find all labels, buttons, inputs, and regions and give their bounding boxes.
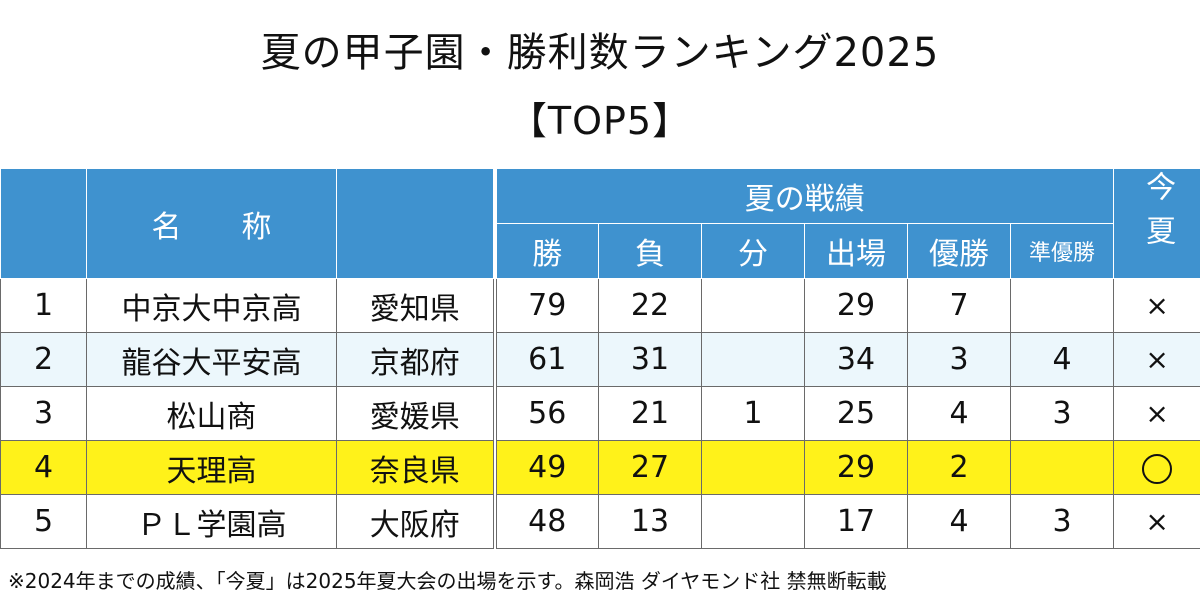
this-summer-cell [1113, 440, 1200, 495]
rank-cell: 2 [0, 332, 87, 387]
ranking-table: 名称 夏の戦績 今夏 勝 負 分 出場 優勝 準優勝 1 中京大中京高 愛知県 … [0, 168, 1200, 549]
loss-header: 負 [598, 223, 702, 279]
table-row: 5 ＰＬ学園高 大阪府 48 13 17 4 3 × [0, 494, 1200, 549]
draw-cell [701, 332, 805, 387]
this-summer-header-text: 今夏 [1140, 170, 1176, 259]
rank-cell: 3 [0, 386, 87, 441]
win-cell: 61 [492, 332, 599, 387]
table-row-highlighted: 4 天理高 奈良県 49 27 29 2 [0, 440, 1200, 495]
pref-cell: 京都府 [336, 332, 495, 387]
loss-cell: 22 [598, 278, 702, 333]
loss-cell: 13 [598, 494, 702, 549]
footnote: ※2024年までの成績、「今夏」は2025年夏大会の出場を示す。森岡浩 ダイヤモ… [8, 569, 887, 593]
school-cell: 龍谷大平安高 [86, 332, 337, 387]
pref-cell: 愛知県 [336, 278, 495, 333]
runner-up-cell: 3 [1009, 386, 1115, 441]
school-cell: ＰＬ学園高 [86, 494, 337, 549]
circle-mark-icon [1142, 454, 1173, 484]
appearance-cell: 29 [804, 440, 908, 495]
runner-up-cell [1009, 278, 1115, 333]
page-title: 夏の甲子園・勝利数ランキング2025 [260, 30, 940, 76]
rank-header [0, 168, 87, 279]
this-summer-header: 今夏 [1113, 168, 1200, 279]
rank-cell: 4 [0, 440, 87, 495]
school-cell: 中京大中京高 [86, 278, 337, 333]
pref-header [336, 168, 495, 279]
win-cell: 48 [492, 494, 599, 549]
draw-cell [701, 494, 805, 549]
runner-up-cell: 4 [1009, 332, 1115, 387]
rank-cell: 5 [0, 494, 87, 549]
this-summer-cell: × [1113, 386, 1200, 441]
table-row: 3 松山商 愛媛県 56 21 1 25 4 3 × [0, 386, 1200, 441]
name-header: 名称 [86, 168, 337, 279]
appearance-cell: 17 [804, 494, 908, 549]
champion-cell: 7 [907, 278, 1011, 333]
this-summer-cell: × [1113, 278, 1200, 333]
summer-record-header: 夏の戦績 [492, 168, 1115, 224]
this-summer-cell: × [1113, 332, 1200, 387]
win-cell: 49 [492, 440, 599, 495]
table-row: 1 中京大中京高 愛知県 79 22 29 7 × [0, 278, 1200, 333]
runner-up-header: 準優勝 [1009, 223, 1115, 279]
rank-cell: 1 [0, 278, 87, 333]
table-row: 2 龍谷大平安高 京都府 61 31 34 3 4 × [0, 332, 1200, 387]
draw-cell: 1 [701, 386, 805, 441]
pref-cell: 奈良県 [336, 440, 495, 495]
school-cell: 松山商 [86, 386, 337, 441]
win-cell: 79 [492, 278, 599, 333]
champion-cell: 3 [907, 332, 1011, 387]
champion-cell: 2 [907, 440, 1011, 495]
win-header: 勝 [492, 223, 599, 279]
appearance-cell: 29 [804, 278, 908, 333]
champion-header: 優勝 [907, 223, 1011, 279]
champion-cell: 4 [907, 494, 1011, 549]
appearance-cell: 34 [804, 332, 908, 387]
runner-up-cell [1009, 440, 1115, 495]
champion-cell: 4 [907, 386, 1011, 441]
pref-cell: 愛媛県 [336, 386, 495, 441]
draw-cell [701, 278, 805, 333]
runner-up-cell: 3 [1009, 494, 1115, 549]
pref-cell: 大阪府 [336, 494, 495, 549]
win-cell: 56 [492, 386, 599, 441]
loss-cell: 21 [598, 386, 702, 441]
appearance-header: 出場 [804, 223, 908, 279]
this-summer-cell: × [1113, 494, 1200, 549]
loss-cell: 31 [598, 332, 702, 387]
draw-cell [701, 440, 805, 495]
draw-header: 分 [701, 223, 805, 279]
loss-cell: 27 [598, 440, 702, 495]
page-subtitle: 【TOP5】 [508, 99, 692, 143]
school-cell: 天理高 [86, 440, 337, 495]
appearance-cell: 25 [804, 386, 908, 441]
